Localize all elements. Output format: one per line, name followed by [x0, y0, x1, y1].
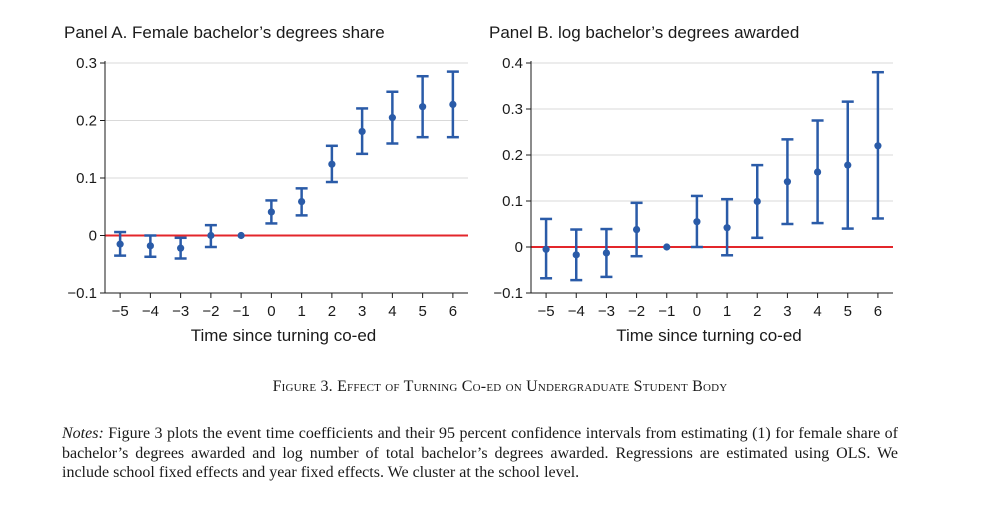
panel-a-x-tick-label: 5 [418, 303, 426, 320]
panel-b-x-axis-title: Time since turning co-ed [616, 326, 802, 345]
panel-b-title: Panel B. log bachelor’s degrees awarded [489, 23, 799, 42]
panel-a-y-tick-label: 0.3 [76, 55, 97, 72]
panel-a-y-tick-label: 0.1 [76, 170, 97, 187]
panel-b-x-tick-label: 6 [874, 303, 882, 320]
panel-b-point [783, 178, 792, 186]
panel-b-point [753, 197, 761, 206]
panel-a-x-tick-label: 1 [297, 303, 305, 320]
notes-label: Notes: [62, 425, 104, 442]
panel-a-point [298, 197, 306, 206]
panel-a-x-tick-label: −2 [202, 303, 219, 320]
panel-b-point [663, 243, 671, 251]
panel-a-point [237, 231, 245, 240]
panel-b-x-tick-label: 2 [753, 303, 761, 320]
panel-a-y-tick-label: 0.2 [76, 113, 97, 130]
panel-a-point [388, 114, 396, 122]
panel-a-x-tick-label: 0 [267, 303, 275, 320]
panel-b-point [813, 168, 822, 176]
panel-b-point [693, 218, 701, 226]
panel-b-chart: Panel B. log bachelor’s degrees awarded −… [489, 23, 893, 345]
panel-a-point [449, 100, 457, 108]
panel-b-y-tick-label: 0.2 [502, 147, 523, 164]
panel-b-y-tick-label: 0.3 [502, 101, 523, 118]
figure-caption: Figure 3. Effect of Turning Co-ed on Und… [272, 378, 728, 395]
panel-b-x-tick-label: 5 [844, 303, 852, 320]
panel-b-x-tick-label: −2 [628, 303, 645, 320]
panel-b-x-tick-label: −1 [658, 303, 675, 320]
panel-a-x-tick-label: 3 [358, 303, 366, 320]
panel-b-x-tick-label: −3 [598, 303, 615, 320]
panel-a-x-tick-label: −4 [142, 303, 159, 320]
panel-a-chart: Panel A. Female bachelor’s degrees share… [64, 23, 468, 345]
panel-a-title: Panel A. Female bachelor’s degrees share [64, 23, 385, 42]
panel-b-x-tick-label: −5 [538, 303, 555, 320]
panel-a-x-tick-label: −3 [172, 303, 189, 320]
panel-a-point [419, 103, 427, 111]
panel-b-x-tick-label: 1 [723, 303, 731, 320]
notes-text: Figure 3 plots the event time coefficien… [62, 425, 899, 481]
panel-b-y-tick-label: −0.1 [493, 285, 523, 302]
figure-notes: Notes: Figure 3 plots the event time coe… [62, 424, 898, 483]
panel-b-y-tick-label: 0 [515, 239, 523, 256]
panel-b-point [844, 161, 852, 169]
panel-a-x-tick-label: −1 [233, 303, 250, 320]
panel-a-y-tick-label: 0 [89, 228, 97, 245]
panel-a-x-axis-title: Time since turning co-ed [191, 326, 377, 345]
panel-b-x-tick-label: 4 [813, 303, 821, 320]
panel-a-point [177, 244, 185, 252]
panel-a-y-tick-label: −0.1 [67, 285, 97, 302]
panel-a-x-tick-label: 4 [388, 303, 396, 320]
panel-b-y-tick-label: 0.4 [502, 55, 523, 72]
panel-b-x-tick-label: 3 [783, 303, 791, 320]
panel-b-point [874, 142, 882, 150]
panel-a-point [358, 127, 366, 136]
panel-a-point [116, 240, 124, 248]
panel-a-x-tick-label: −5 [112, 303, 129, 320]
panel-a-point [207, 231, 215, 240]
figure-charts: Panel A. Female bachelor’s degrees share… [64, 23, 893, 345]
panel-a-point [328, 160, 336, 168]
panel-b-point [632, 225, 641, 234]
panel-b-point [602, 249, 611, 257]
panel-a-x-tick-label: 2 [328, 303, 336, 320]
panel-b-x-tick-label: 0 [693, 303, 701, 320]
panel-b-point [572, 251, 580, 259]
panel-b-y-tick-label: 0.1 [502, 193, 523, 210]
panel-a-point [146, 242, 154, 250]
panel-b-point [723, 224, 731, 232]
panel-b-point [542, 245, 550, 253]
panel-a-x-tick-label: 6 [449, 303, 457, 320]
panel-b-x-tick-label: −4 [568, 303, 585, 320]
panel-a-point [267, 208, 275, 216]
